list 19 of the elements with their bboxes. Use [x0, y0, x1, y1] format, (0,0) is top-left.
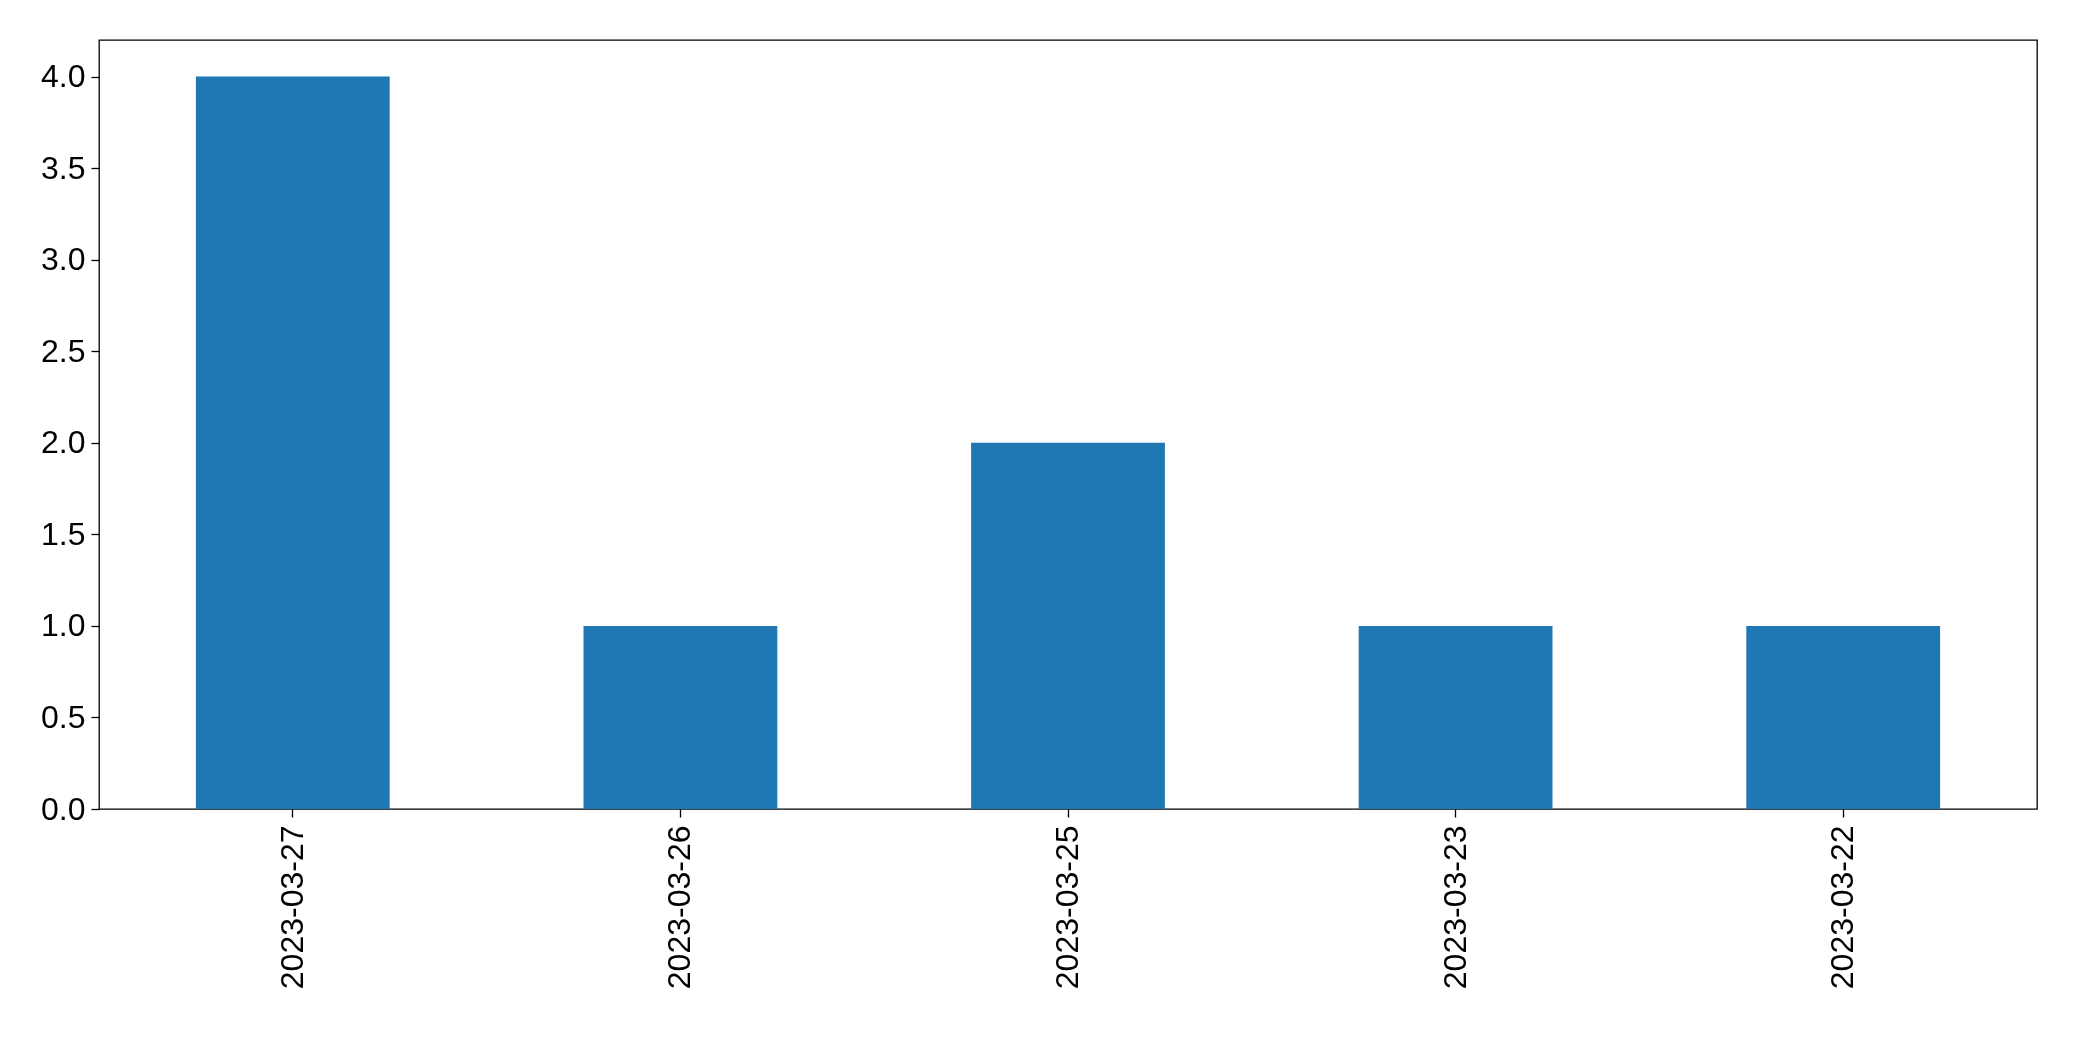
y-tick-label: 1.0 — [41, 607, 86, 644]
bar — [195, 76, 390, 809]
x-tick-label: 2023-03-23 — [1436, 825, 1473, 990]
y-tick-label: 4.0 — [41, 58, 86, 95]
bar — [583, 625, 778, 809]
y-tick-label: 3.5 — [41, 149, 86, 186]
x-tick-label: 2023-03-27 — [273, 825, 310, 990]
bar — [1746, 625, 1941, 809]
x-tick-label: 2023-03-25 — [1049, 825, 1085, 990]
y-tick-label: 2.0 — [41, 424, 86, 461]
y-tick-label: 1.5 — [41, 515, 86, 552]
x-tick-label: 2023-03-22 — [1824, 825, 1861, 990]
x-tick-label: 2023-03-26 — [661, 825, 698, 990]
bar — [1358, 625, 1553, 809]
y-tick-label: 0.0 — [41, 790, 86, 827]
y-tick-label: 0.5 — [41, 698, 86, 735]
bar — [971, 442, 1165, 809]
y-tick-label: 2.5 — [41, 332, 86, 369]
y-tick-label: 3.0 — [41, 241, 86, 278]
